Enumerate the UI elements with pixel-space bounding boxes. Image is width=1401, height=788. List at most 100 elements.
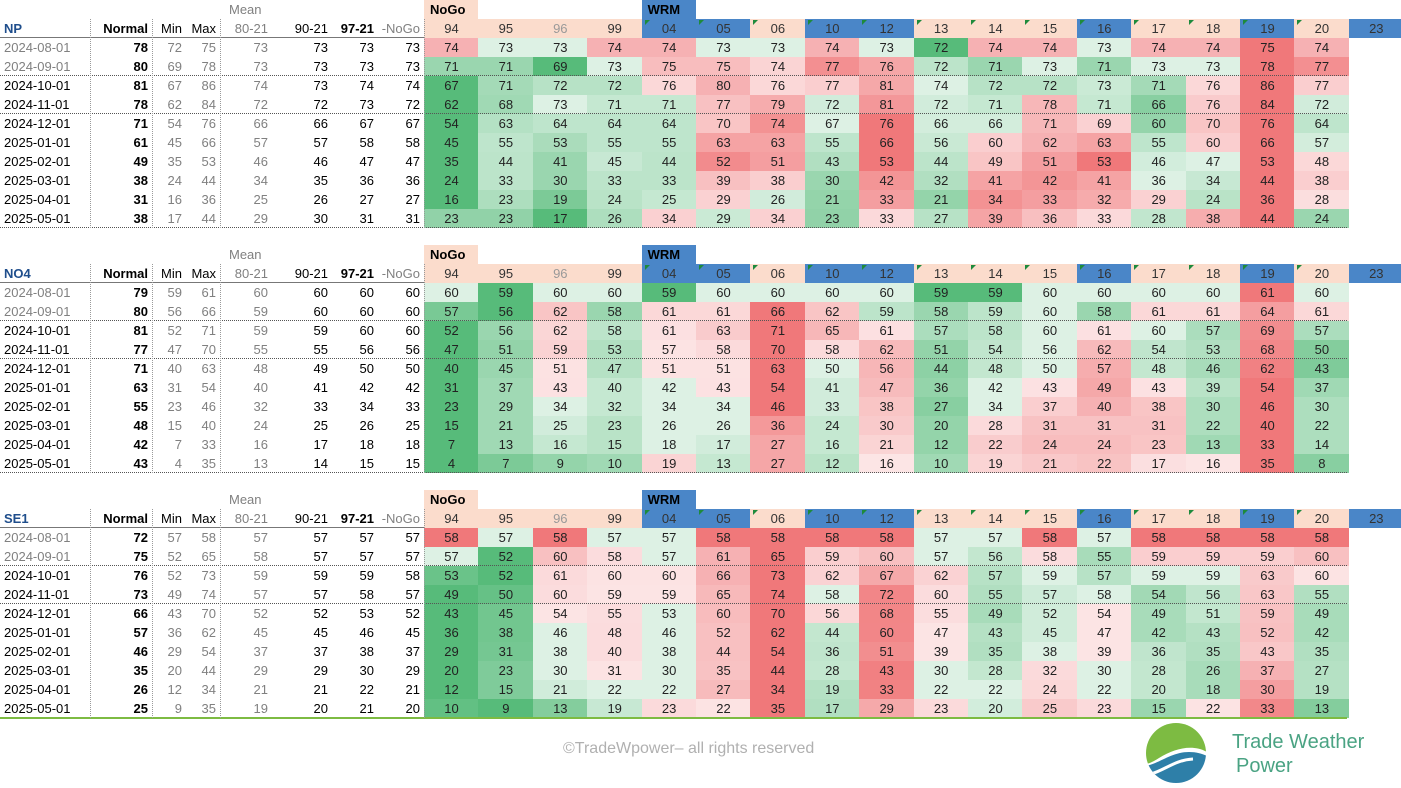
- cell-value: 47: [587, 359, 643, 378]
- cell-value: 74: [750, 114, 806, 133]
- mean-group-label: Mean: [229, 2, 262, 17]
- cell-value: 43: [1185, 623, 1241, 642]
- cell-value: 49: [1294, 604, 1350, 623]
- cell-value: 34: [641, 397, 697, 416]
- cell-value: 59: [859, 302, 915, 321]
- cell-value: 58: [1076, 302, 1132, 321]
- cell-m9021: 25: [313, 418, 328, 433]
- cell-value: 59: [1185, 547, 1241, 566]
- cell-value: 76: [750, 76, 806, 95]
- cell-value: 21: [1022, 454, 1078, 473]
- cell-value: 58: [532, 528, 588, 547]
- cell-min: 62: [167, 97, 182, 112]
- table-row: 2025-05-01 38 17 44 29 30 31 31 23 23 17 26 34 29 34 23…: [0, 209, 1401, 228]
- cell-value: 22: [968, 435, 1023, 454]
- row-date: 2024-08-01: [4, 40, 71, 55]
- cell-value: 62: [424, 95, 479, 114]
- cell-value: 57: [424, 302, 479, 321]
- cell-value: 60: [1294, 283, 1350, 302]
- cell-min: 57: [167, 530, 182, 545]
- cell-nogo: 74: [405, 78, 420, 93]
- cell-value: 35: [696, 661, 751, 680]
- cell-value: 32: [913, 171, 969, 190]
- cell-value: 16: [1185, 454, 1241, 473]
- cell-value: 76: [1185, 95, 1241, 114]
- cell-value: 22: [913, 680, 969, 699]
- year-header-15: 15: [1022, 19, 1078, 38]
- row-date: 2025-01-01: [4, 135, 71, 150]
- header-max: Max: [191, 266, 216, 281]
- year-header-13: 13: [913, 264, 969, 283]
- cell-value: 60: [532, 585, 588, 604]
- cell-value: 39: [968, 209, 1023, 228]
- cell-value: 27: [913, 209, 969, 228]
- row-separator: [0, 565, 1347, 566]
- cell-m9021: 14: [313, 456, 328, 471]
- cell-value: 60: [587, 566, 643, 585]
- cell-value: 61: [859, 321, 915, 340]
- cell-value: 58: [424, 528, 479, 547]
- cell-max: 73: [201, 568, 216, 583]
- row-date: 2024-12-01: [4, 361, 71, 376]
- year-header-label: 19: [1260, 266, 1275, 281]
- column-separator: [152, 509, 153, 718]
- year-marker-icon: [807, 20, 813, 25]
- cell-value: 44: [696, 642, 751, 661]
- column-separator: [90, 19, 91, 228]
- cell-normal: 55: [133, 399, 148, 414]
- cell-value: 19: [804, 680, 860, 699]
- cell-value: 53: [1240, 152, 1295, 171]
- cell-value: 73: [1131, 57, 1187, 76]
- cell-value: 75: [696, 57, 751, 76]
- cell-max: 66: [201, 304, 216, 319]
- cell-value: 28: [1294, 190, 1350, 209]
- cell-normal: 43: [133, 456, 148, 471]
- cell-max: 36: [201, 192, 216, 207]
- cell-value: 51: [532, 359, 588, 378]
- cell-value: 61: [696, 547, 751, 566]
- cell-value: 60: [696, 283, 751, 302]
- cell-value: 51: [478, 340, 534, 359]
- cell-value: 61: [532, 566, 588, 585]
- cell-value: 51: [859, 642, 915, 661]
- cell-value: 68: [859, 604, 915, 623]
- cell-m8021: 40: [253, 380, 268, 395]
- year-marker-icon: [1079, 510, 1085, 515]
- cell-value: 15: [587, 435, 643, 454]
- row-date: 2024-11-01: [4, 97, 70, 112]
- cell-max: 75: [201, 40, 216, 55]
- cell-m9721: 36: [359, 173, 374, 188]
- row-date: 2024-12-01: [4, 606, 71, 621]
- year-header-label: 05: [716, 21, 731, 36]
- cell-value: 65: [804, 321, 860, 340]
- cell-m9721: 22: [359, 682, 374, 697]
- year-header-label: 17: [1151, 511, 1166, 526]
- year-header-15: 15: [1022, 264, 1078, 283]
- year-header-label: 05: [716, 511, 731, 526]
- row-date: 2024-09-01: [4, 59, 71, 74]
- year-marker-icon: [753, 265, 759, 270]
- year-marker-icon: [1025, 20, 1031, 25]
- cell-max: 44: [201, 173, 216, 188]
- cell-min: 56: [167, 304, 182, 319]
- cell-value: 66: [1240, 133, 1295, 152]
- cell-value: 23: [913, 699, 969, 718]
- cell-value: 62: [532, 321, 588, 340]
- cell-value: 76: [859, 114, 915, 133]
- table-row: 2025-04-01 31 16 36 25 26 27 27 16 23 19 24 25 29 26 21…: [0, 190, 1401, 209]
- cell-value: 46: [750, 397, 806, 416]
- cell-value: 30: [532, 661, 588, 680]
- cell-value: 38: [859, 397, 915, 416]
- cell-nogo: 58: [405, 568, 420, 583]
- cell-value: 60: [1294, 566, 1350, 585]
- cell-value: 66: [750, 302, 806, 321]
- cell-value: 61: [696, 302, 751, 321]
- year-header-23: 23: [1348, 264, 1401, 283]
- cell-value: 57: [1076, 566, 1132, 585]
- cell-value: 24: [1076, 435, 1132, 454]
- cell-normal: 63: [133, 380, 148, 395]
- year-header-label: 94: [444, 266, 459, 281]
- section-np: Mean NoGo WRM NP Normal Min Max 80-21 90-21 97-21…: [0, 0, 1401, 228]
- cell-value: 48: [968, 359, 1023, 378]
- column-separator: [424, 264, 425, 473]
